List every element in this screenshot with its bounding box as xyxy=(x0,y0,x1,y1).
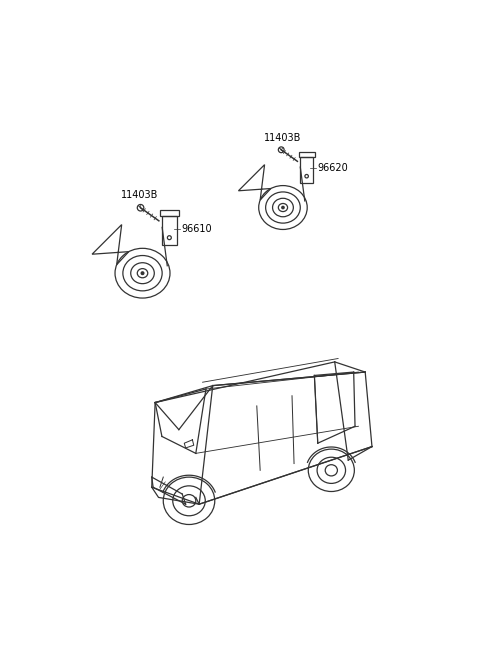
Circle shape xyxy=(278,147,284,153)
Circle shape xyxy=(137,205,144,211)
Bar xyxy=(300,157,313,182)
Text: 96610: 96610 xyxy=(182,224,213,234)
Circle shape xyxy=(141,272,144,274)
Bar xyxy=(299,152,315,157)
Circle shape xyxy=(282,207,284,209)
Bar xyxy=(162,216,177,245)
Text: 11403B: 11403B xyxy=(121,190,158,200)
Text: 11403B: 11403B xyxy=(264,133,301,143)
Bar xyxy=(160,211,179,216)
Text: 96620: 96620 xyxy=(318,163,348,173)
